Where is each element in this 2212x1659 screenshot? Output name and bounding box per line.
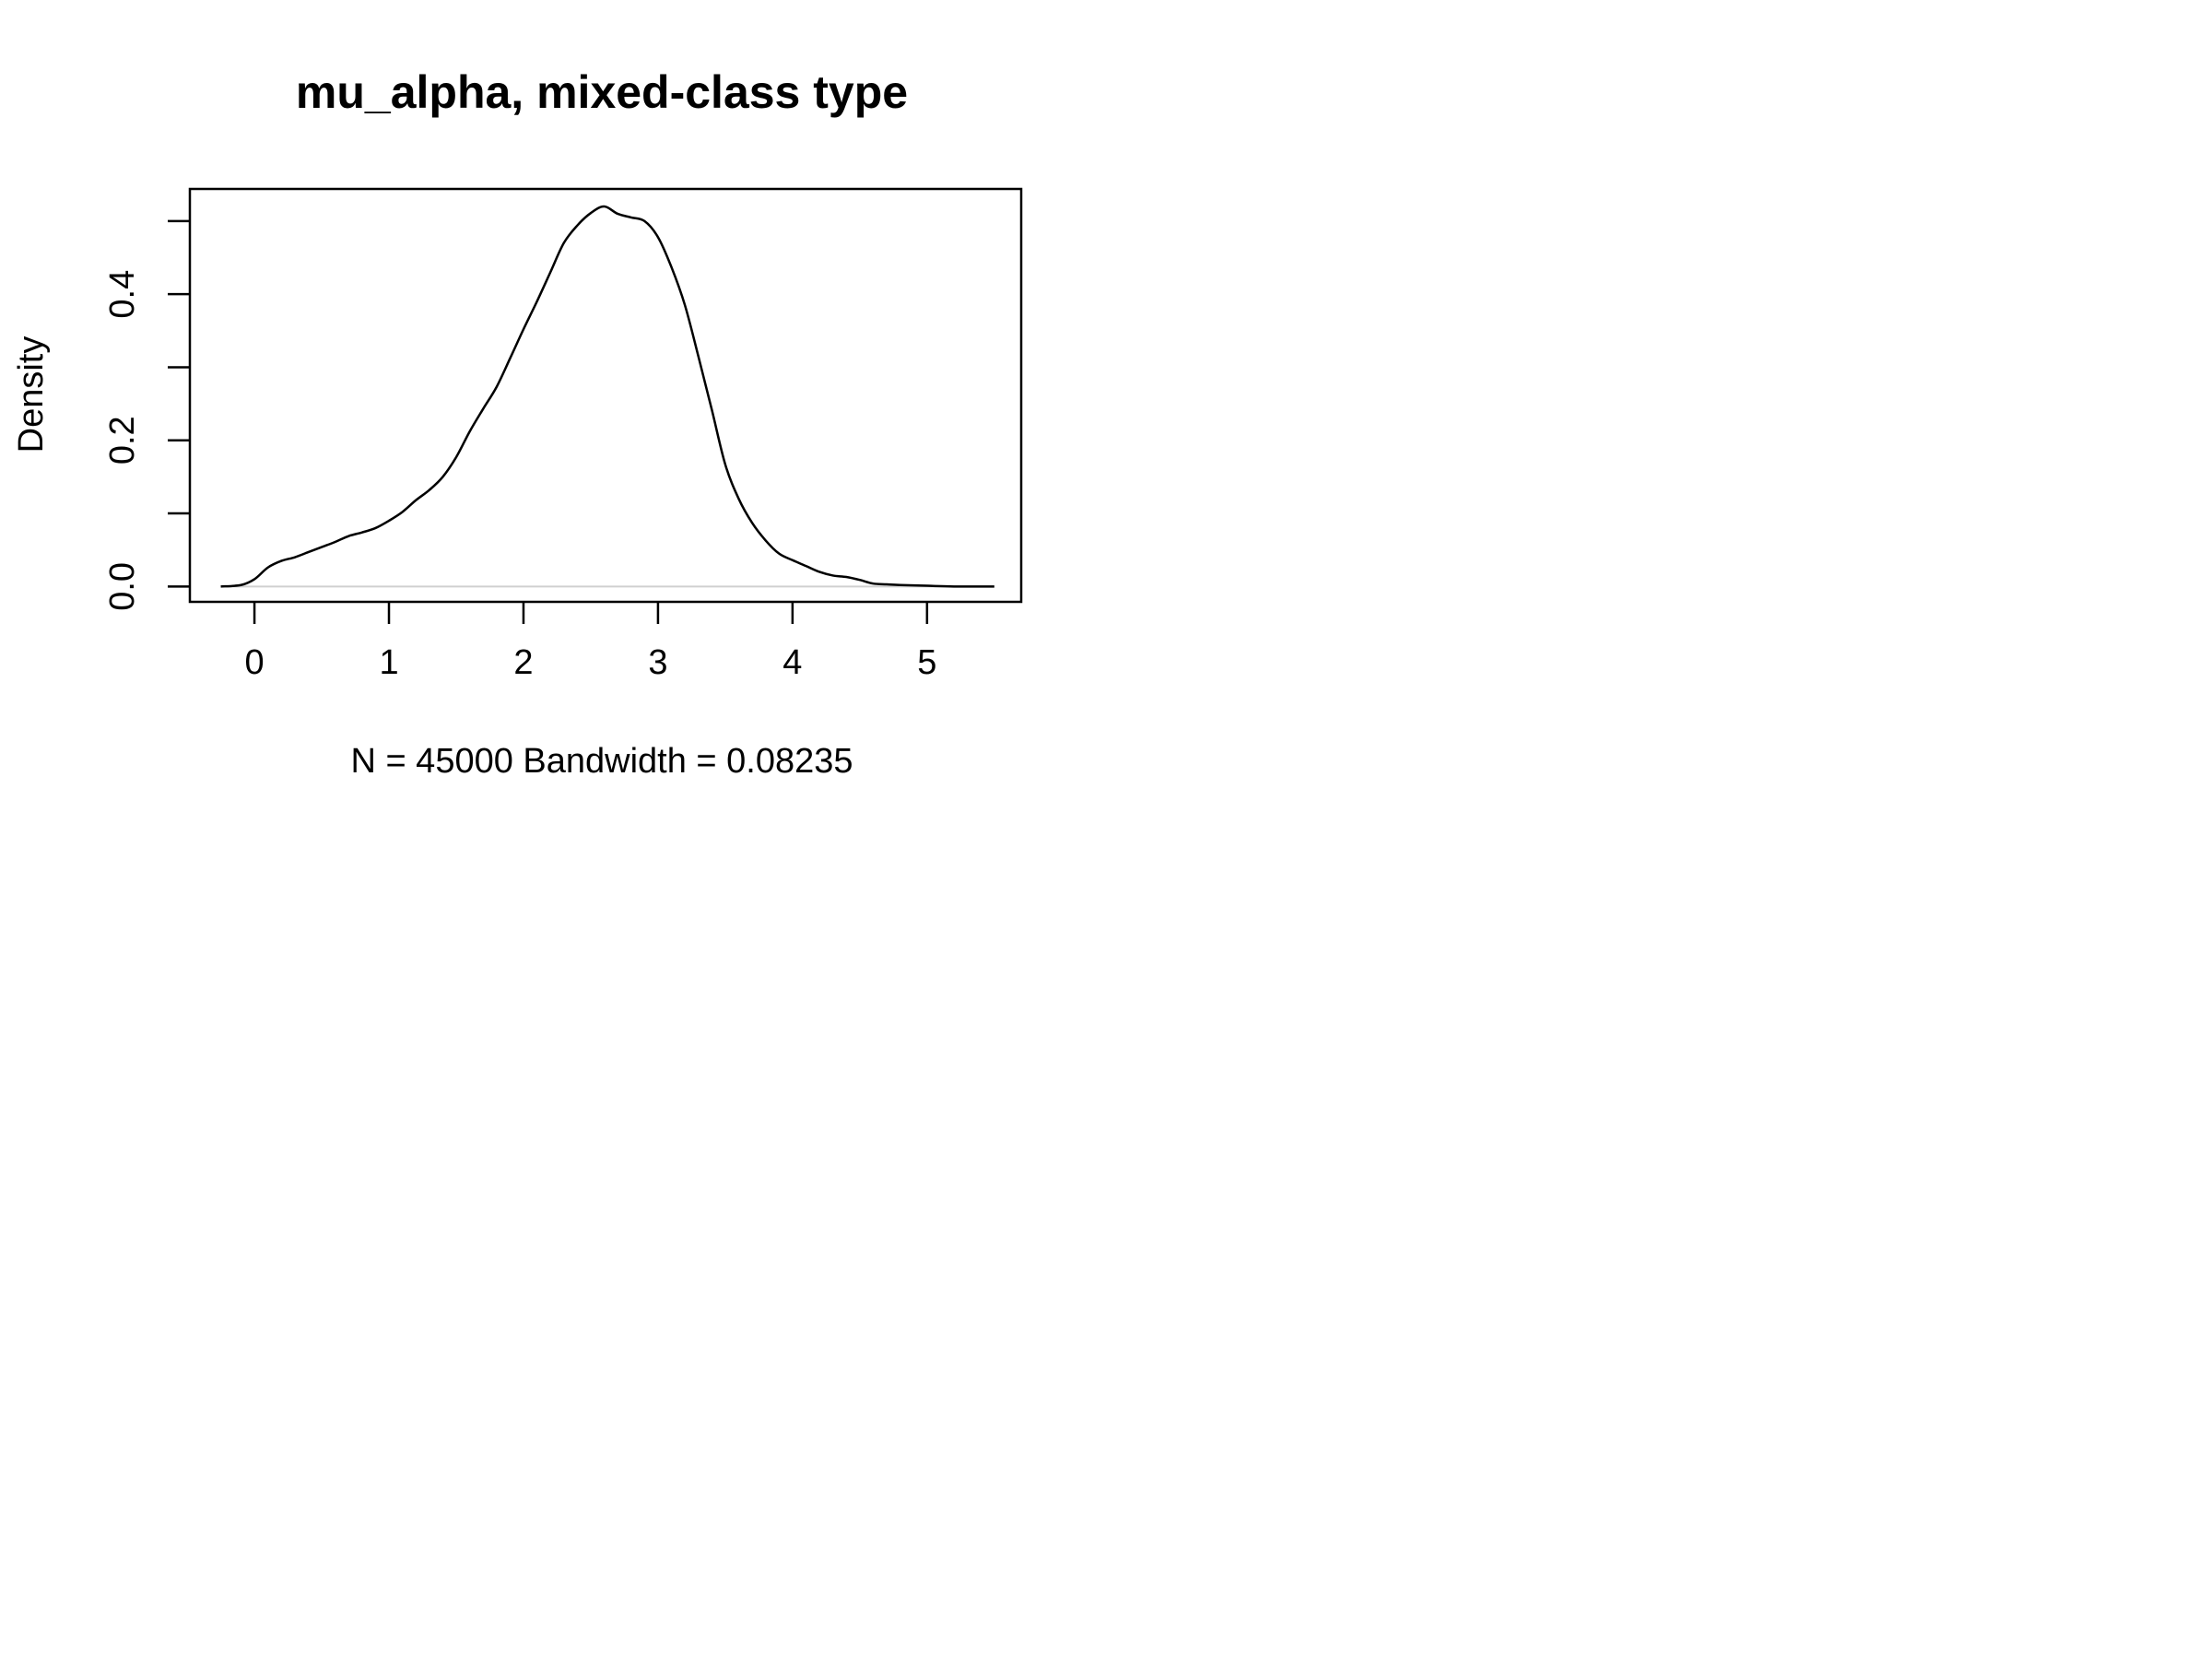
- x-tick-label: 1: [379, 643, 398, 682]
- x-axis-label: N = 45000 Bandwidth = 0.08235: [350, 742, 853, 781]
- density-curve: [220, 205, 994, 588]
- y-axis-label: Density: [12, 336, 51, 453]
- x-tick-label: 4: [782, 643, 802, 682]
- x-tick-label: 3: [648, 643, 667, 682]
- x-tick-label: 2: [513, 643, 533, 682]
- axes: 0 1 2 3 4 5 0.0 0.2 0.4: [103, 187, 1023, 682]
- y-tick-label: 0.0: [103, 562, 142, 611]
- y-tick-label: 0.4: [103, 270, 142, 319]
- plot-area: [220, 205, 994, 588]
- x-tick-label: 5: [917, 643, 936, 682]
- chart-title: mu_alpha, mixed-class type: [296, 66, 908, 118]
- plot-frame: [188, 187, 1023, 604]
- x-tick-label: 0: [244, 643, 264, 682]
- y-tick-label: 0.2: [103, 416, 142, 465]
